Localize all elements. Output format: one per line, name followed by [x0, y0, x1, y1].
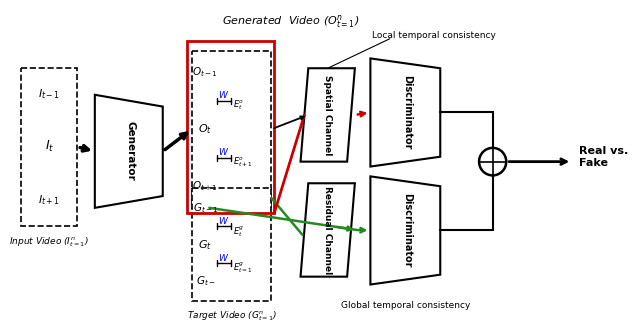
Text: Discriminator: Discriminator	[403, 193, 412, 268]
Text: $E^o_t$: $E^o_t$	[232, 99, 244, 112]
Polygon shape	[371, 176, 440, 284]
Text: $W$: $W$	[218, 89, 230, 100]
Text: Target Video ($G^n_{t=1}$): Target Video ($G^n_{t=1}$)	[186, 309, 276, 323]
Text: $W$: $W$	[218, 146, 230, 157]
Polygon shape	[301, 68, 355, 162]
Text: Residual Channel: Residual Channel	[323, 186, 332, 274]
Bar	[21, 68, 77, 226]
Bar	[192, 188, 271, 301]
Text: Input Video ($I^n_{t=1}$): Input Video ($I^n_{t=1}$)	[10, 235, 89, 249]
Text: Discriminator: Discriminator	[403, 75, 412, 150]
Text: $I_{t+1}$: $I_{t+1}$	[38, 193, 60, 207]
Text: $I_t$: $I_t$	[45, 139, 54, 154]
Text: $O_{t+1}$: $O_{t+1}$	[193, 179, 218, 193]
Text: $E^o_{t+1}$: $E^o_{t+1}$	[232, 156, 253, 169]
Polygon shape	[371, 59, 440, 166]
Text: $O_{t-1}$: $O_{t-1}$	[193, 65, 218, 79]
Text: $I_{t-1}$: $I_{t-1}$	[38, 87, 60, 101]
Text: Real vs.
Fake: Real vs. Fake	[579, 146, 628, 167]
Text: $E^g_{t=1}$: $E^g_{t=1}$	[232, 261, 253, 275]
Text: $G_{t-}$: $G_{t-}$	[196, 275, 215, 288]
Bar	[187, 41, 275, 213]
Text: $E^g_t$: $E^g_t$	[232, 224, 244, 239]
Polygon shape	[301, 183, 355, 277]
Text: $O_t$: $O_t$	[198, 122, 212, 136]
Text: $G_t$: $G_t$	[198, 238, 212, 251]
Text: $G_{t-1}$: $G_{t-1}$	[193, 201, 218, 215]
Text: Local temporal consistency: Local temporal consistency	[372, 31, 497, 40]
Text: Generated  Video ($O^n_{t=1}$): Generated Video ($O^n_{t=1}$)	[222, 13, 360, 30]
Text: $W$: $W$	[218, 215, 230, 226]
Text: Generator: Generator	[125, 121, 136, 181]
Text: Spatial Channel: Spatial Channel	[323, 75, 332, 155]
Text: $W$: $W$	[218, 252, 230, 263]
Text: Global temporal consistency: Global temporal consistency	[340, 301, 470, 310]
Bar	[192, 51, 271, 208]
Polygon shape	[95, 95, 163, 208]
